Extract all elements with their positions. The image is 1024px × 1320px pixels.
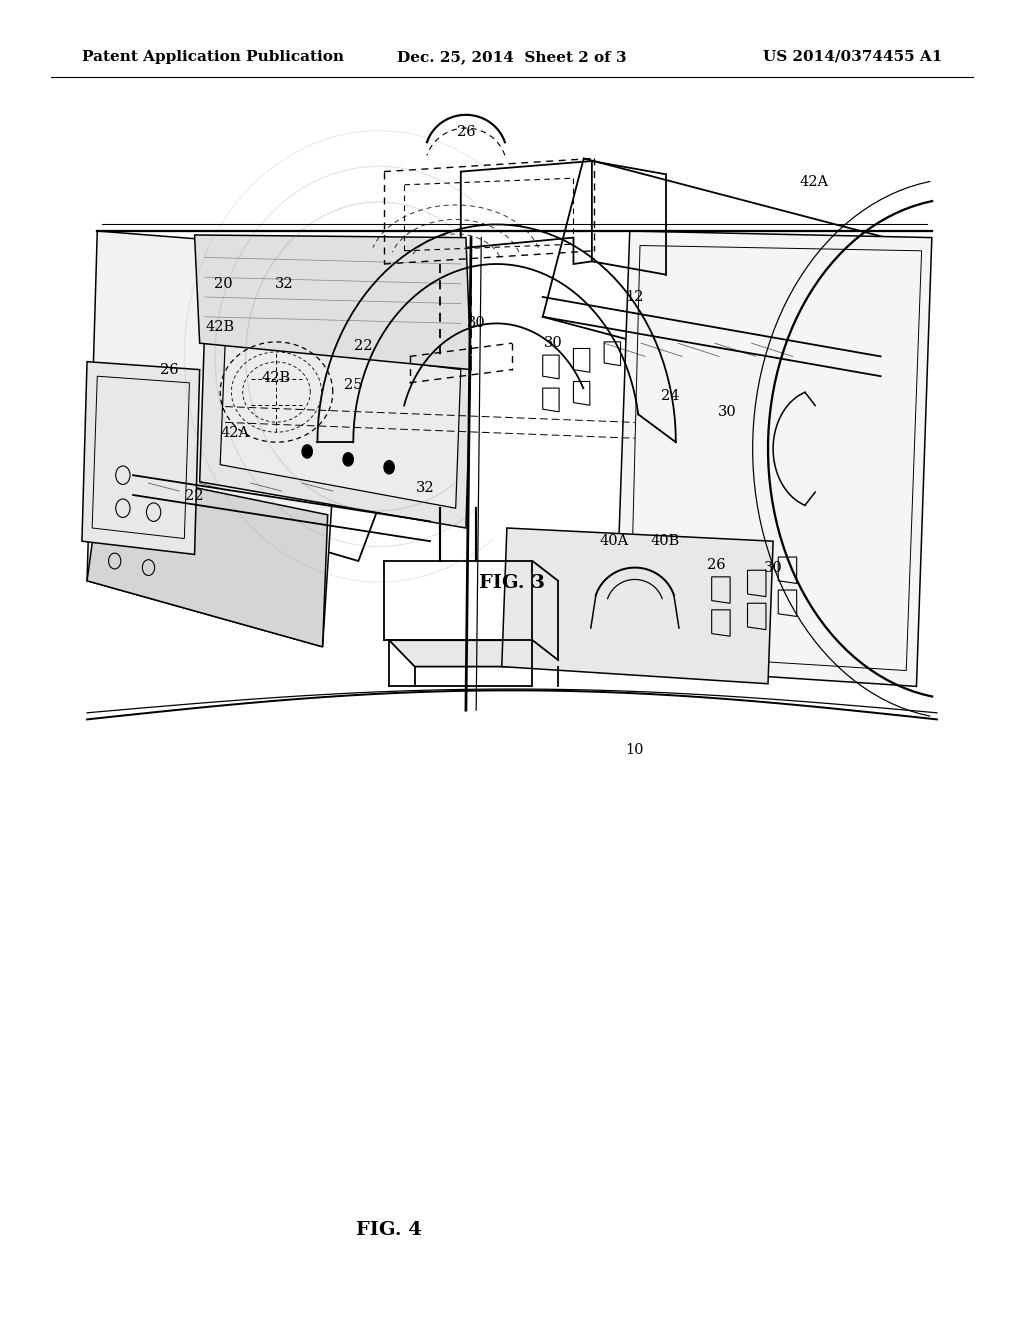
Text: 22: 22 (354, 339, 373, 352)
Polygon shape (82, 362, 200, 554)
Text: 10: 10 (626, 743, 644, 756)
Text: Dec. 25, 2014  Sheet 2 of 3: Dec. 25, 2014 Sheet 2 of 3 (397, 50, 627, 63)
Text: 42A: 42A (800, 176, 828, 189)
Text: FIG. 4: FIG. 4 (356, 1221, 422, 1239)
Text: 30: 30 (764, 561, 782, 574)
Polygon shape (502, 528, 773, 684)
Polygon shape (87, 231, 348, 647)
Text: 42B: 42B (262, 371, 291, 384)
Text: FIG. 3: FIG. 3 (479, 574, 545, 593)
Text: 32: 32 (275, 277, 294, 290)
Polygon shape (200, 323, 471, 528)
Text: 25: 25 (344, 379, 362, 392)
Text: 40A: 40A (600, 535, 629, 548)
Text: 42A: 42A (221, 426, 250, 440)
Polygon shape (389, 640, 558, 667)
Text: 26: 26 (708, 558, 726, 572)
Text: US 2014/0374455 A1: US 2014/0374455 A1 (763, 50, 942, 63)
Text: 30: 30 (544, 337, 562, 350)
Text: 30: 30 (718, 405, 736, 418)
Text: Patent Application Publication: Patent Application Publication (82, 50, 344, 63)
Text: 12: 12 (626, 290, 644, 304)
Text: 40B: 40B (651, 535, 680, 548)
Circle shape (384, 461, 394, 474)
Circle shape (343, 453, 353, 466)
Polygon shape (195, 235, 471, 370)
Circle shape (302, 445, 312, 458)
Text: 26: 26 (457, 125, 475, 139)
Text: 24: 24 (662, 389, 680, 403)
Text: 26: 26 (160, 363, 178, 376)
Text: 22: 22 (185, 490, 204, 503)
Polygon shape (614, 231, 932, 686)
Text: 20: 20 (214, 277, 232, 290)
Text: 42B: 42B (206, 321, 234, 334)
Text: 32: 32 (416, 482, 434, 495)
Polygon shape (220, 341, 461, 508)
Polygon shape (87, 469, 328, 647)
Text: 30: 30 (467, 317, 485, 330)
